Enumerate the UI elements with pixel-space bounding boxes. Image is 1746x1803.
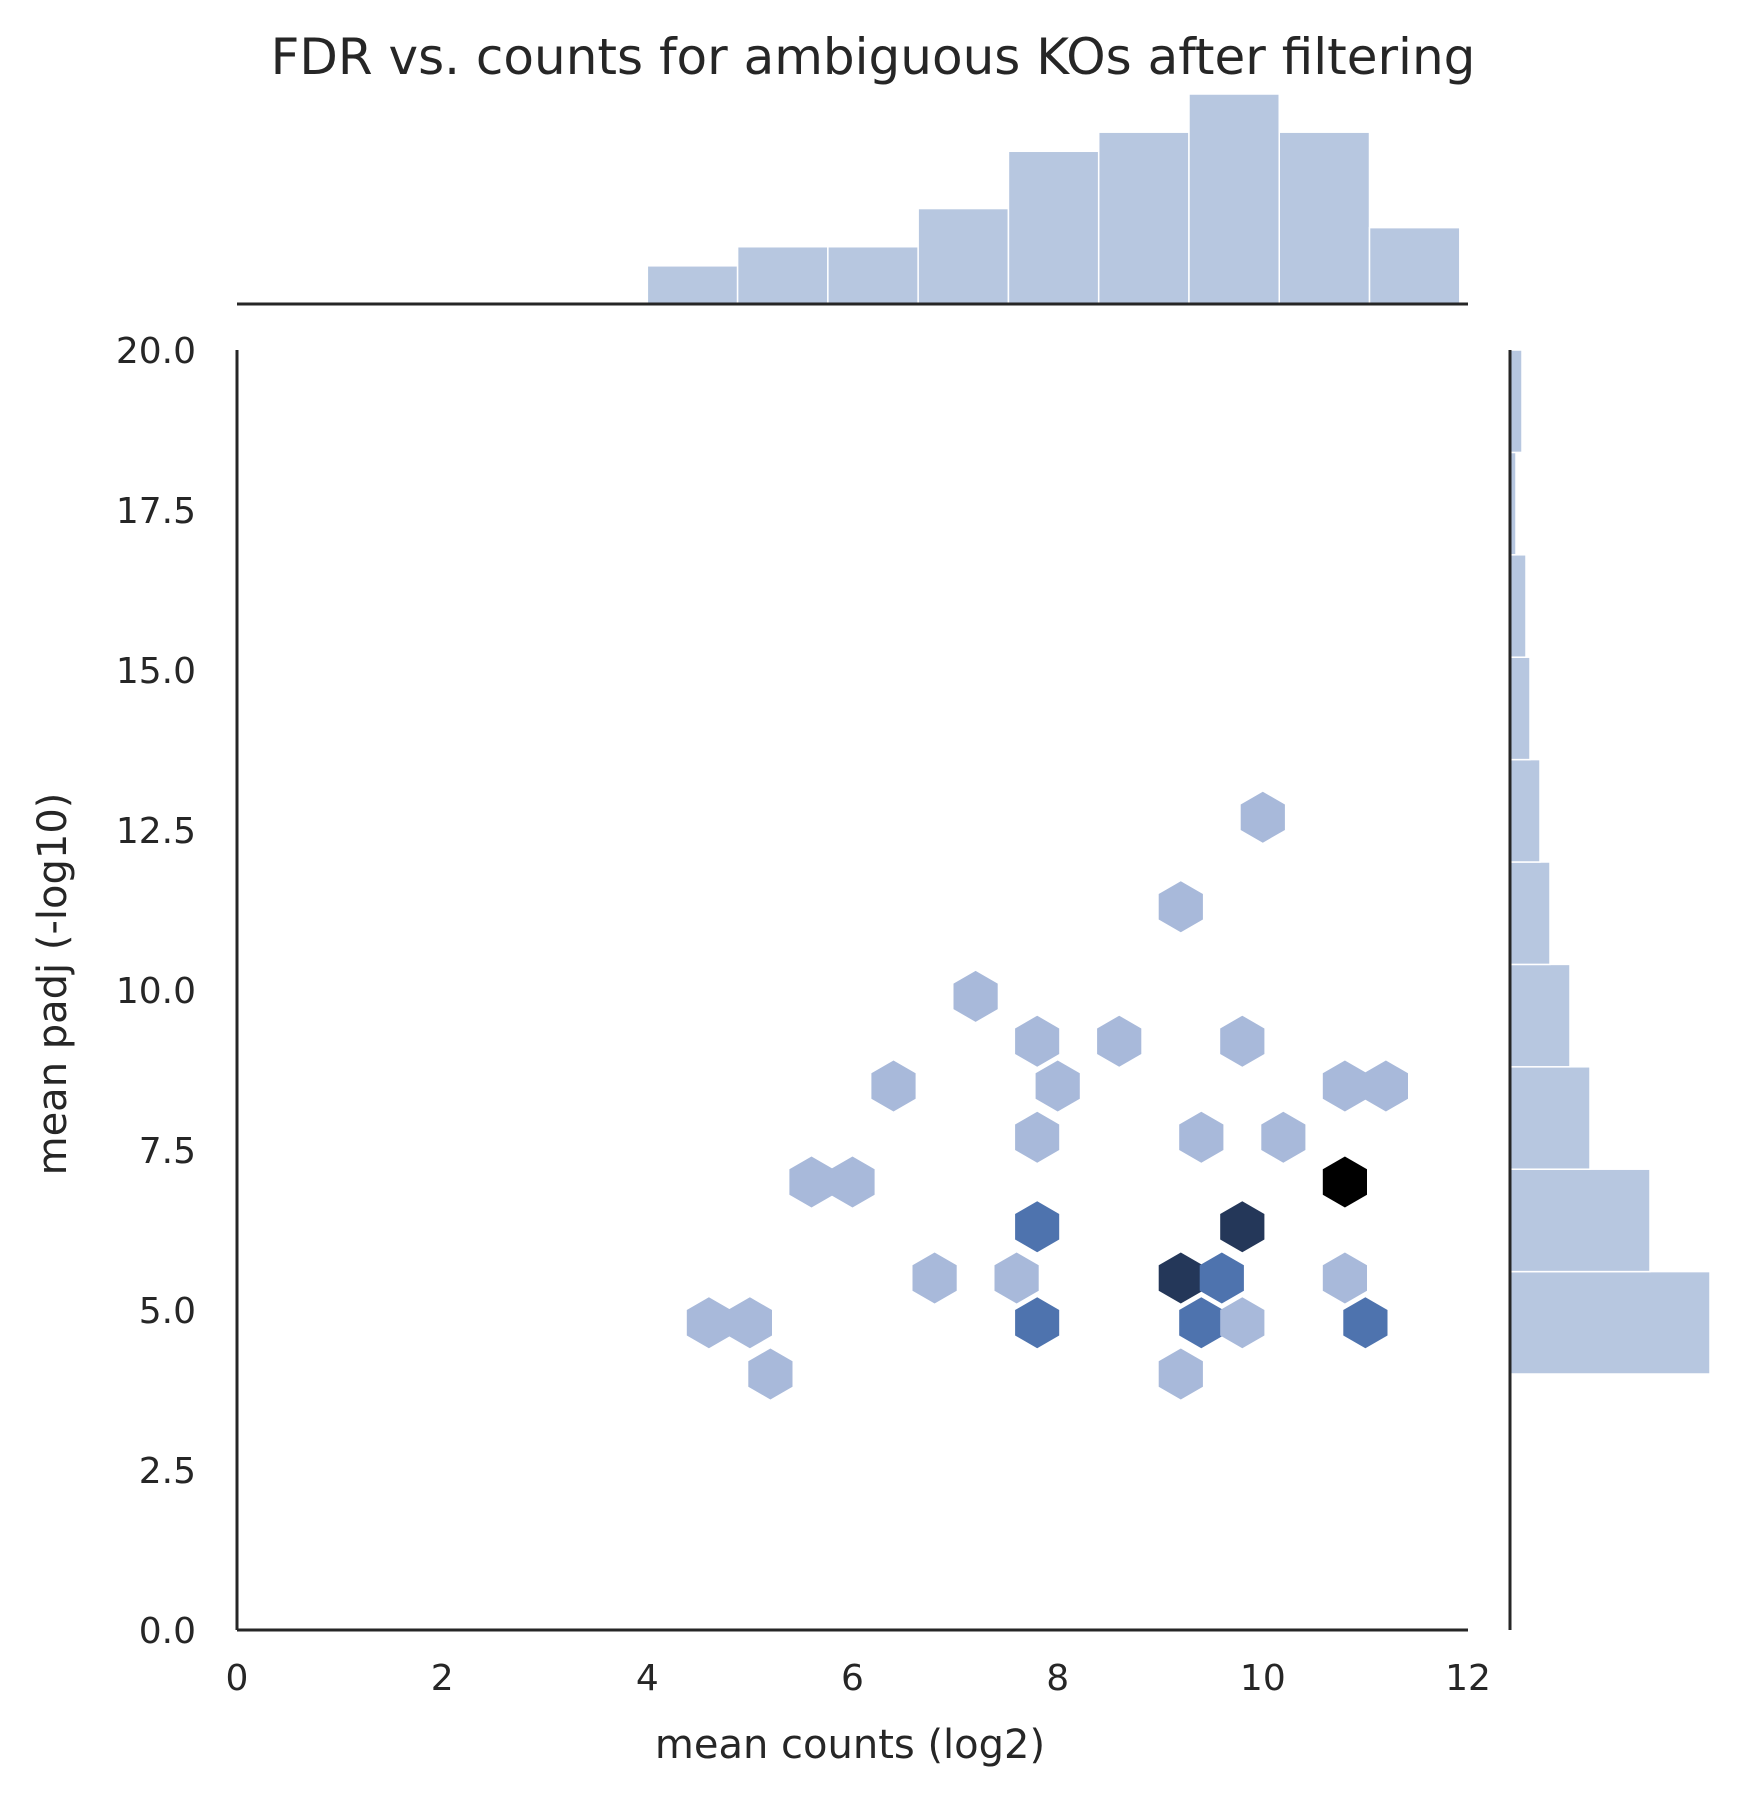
- y-tick-label: 5.0: [139, 1291, 196, 1332]
- x-histogram-bar: [1188, 93, 1280, 305]
- y-histogram-bar: [1509, 861, 1551, 966]
- hexbin-cell: [1097, 1015, 1142, 1067]
- y-tick-label: 20.0: [116, 331, 196, 372]
- right-marginal-histogram: [1508, 349, 1711, 1630]
- hexbin-cell: [1363, 1060, 1408, 1112]
- y-tick-label: 15.0: [116, 651, 196, 692]
- x-histogram-bar: [1097, 131, 1190, 305]
- x-histogram-bar: [646, 265, 739, 305]
- y-tick-label: 0.0: [139, 1611, 196, 1652]
- hexbin-layer: [686, 791, 1408, 1400]
- y-histogram-bar: [1509, 963, 1571, 1068]
- x-tick-label: 4: [636, 1658, 659, 1699]
- y-tick-label: 12.5: [116, 811, 196, 852]
- hexbin-cell: [1220, 1015, 1265, 1067]
- hexbin-cell: [1322, 1156, 1367, 1208]
- axes: [235, 350, 1468, 1632]
- hexbin-cell: [1220, 1297, 1265, 1349]
- y-tick-label: 2.5: [139, 1451, 196, 1492]
- y-histogram-bar: [1509, 1270, 1711, 1375]
- hexbin-cell: [953, 970, 998, 1022]
- x-tick-label: 10: [1240, 1658, 1286, 1699]
- x-histogram-bar: [736, 245, 829, 305]
- hexbin-cell: [789, 1156, 834, 1208]
- y-histogram-bar: [1509, 1066, 1591, 1170]
- x-histogram-bar: [1007, 150, 1100, 305]
- x-tick-label: 0: [226, 1658, 249, 1699]
- hexbin-cell: [1199, 1252, 1244, 1304]
- y-histogram-bar: [1509, 349, 1523, 454]
- hexbin-cell: [1015, 1111, 1060, 1163]
- hexbin-cell: [830, 1156, 875, 1208]
- x-histogram-bar: [827, 245, 919, 305]
- x-histogram-bar: [1278, 131, 1371, 305]
- hexbin-cell: [1179, 1111, 1224, 1163]
- x-tick-label: 8: [1046, 1658, 1069, 1699]
- hexbin-cell: [1015, 1201, 1060, 1253]
- y-histogram-bar: [1509, 656, 1531, 761]
- hexbin-cell: [1322, 1252, 1367, 1304]
- hexbin-cell: [1179, 1297, 1224, 1349]
- x-tick-label: 12: [1445, 1658, 1491, 1699]
- y-axis-label: mean padj (-log10): [30, 793, 76, 1176]
- hexbin-cell: [994, 1252, 1039, 1304]
- x-histogram-bar: [917, 207, 1010, 305]
- y-histogram-bar: [1509, 554, 1527, 658]
- hexbin-cell: [1158, 881, 1203, 933]
- x-histogram-bar: [1368, 226, 1461, 305]
- y-tick-label: 10.0: [116, 971, 196, 1012]
- hexbin-cell: [748, 1348, 793, 1400]
- hexbin-cell: [1158, 1348, 1203, 1400]
- hexbin-cell: [1343, 1297, 1388, 1349]
- x-tick-label: 6: [841, 1658, 864, 1699]
- hexbin-cell: [1261, 1111, 1306, 1163]
- hexbin-cell: [1158, 1252, 1203, 1304]
- y-tick-label: 17.5: [116, 491, 196, 532]
- hexbin-cell: [1035, 1060, 1080, 1112]
- hexbin-cell: [912, 1252, 957, 1304]
- chart-title: FDR vs. counts for ambiguous KOs after f…: [271, 28, 1476, 86]
- y-tick-labels: 0.0 2.5 5.0 7.5 10.0 12.5 15.0 17.5 20.0: [116, 331, 196, 1652]
- x-tick-labels: 0 2 4 6 8 10 12: [226, 1658, 1491, 1699]
- hexbin-cell: [1322, 1060, 1367, 1112]
- hexbin-cell: [1015, 1297, 1060, 1349]
- y-histogram-bar: [1509, 1168, 1651, 1273]
- hexbin-cell: [727, 1297, 772, 1349]
- x-tick-label: 2: [431, 1658, 454, 1699]
- hexbin-cell: [1015, 1015, 1060, 1067]
- hexbin-cell: [1240, 791, 1285, 843]
- y-histogram-bar: [1509, 758, 1541, 863]
- x-axis-label: mean counts (log2): [655, 1722, 1045, 1768]
- top-marginal-histogram: [237, 93, 1468, 306]
- y-tick-label: 7.5: [139, 1131, 196, 1172]
- hexbin-cell: [1220, 1201, 1265, 1253]
- hexbin-cell: [686, 1297, 731, 1349]
- hexbin-cell: [871, 1060, 916, 1112]
